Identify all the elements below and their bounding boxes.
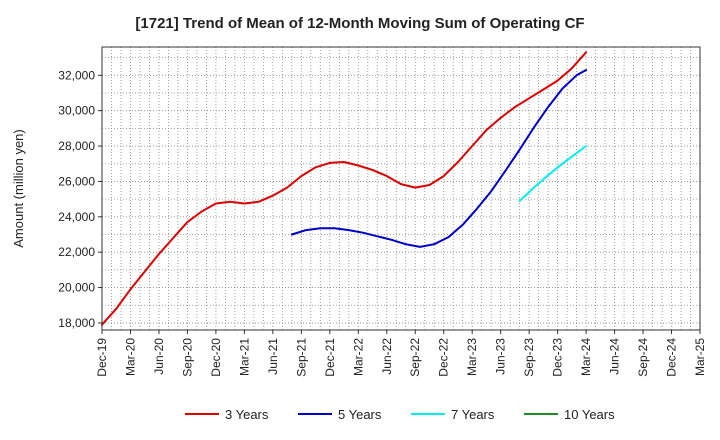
x-tick-label: Jun-24 bbox=[608, 338, 622, 375]
x-tick-label: Mar-22 bbox=[351, 338, 365, 376]
x-tick-label: Sep-21 bbox=[294, 338, 308, 377]
x-tick-label: Sep-22 bbox=[408, 338, 422, 377]
legend: 3 Years 5 Years 7 Years 10 Years bbox=[185, 407, 615, 422]
x-tick-label: Dec-22 bbox=[437, 338, 451, 377]
x-tick-label: Sep-23 bbox=[522, 338, 536, 377]
y-tick-label: 28,000 bbox=[58, 139, 95, 153]
x-tick-label: Dec-19 bbox=[95, 338, 109, 377]
x-tick-label: Dec-21 bbox=[323, 338, 337, 377]
series-line-7-years bbox=[518, 145, 588, 202]
y-tick-label: 30,000 bbox=[58, 104, 95, 118]
x-tick-label: Sep-24 bbox=[636, 338, 650, 377]
x-tick-label: Mar-25 bbox=[693, 338, 707, 376]
chart-title: [1721] Trend of Mean of 12-Month Moving … bbox=[135, 15, 584, 32]
y-tick-label: 24,000 bbox=[58, 210, 95, 224]
y-axis-label: Amount (million yen) bbox=[11, 129, 26, 248]
x-tick-label: Mar-20 bbox=[123, 338, 137, 376]
plot-frame bbox=[101, 46, 701, 331]
plot-area bbox=[102, 47, 700, 330]
y-axis-ticks: 18,000 20,000 22,000 24,000 26,000 28,000 30,0… bbox=[58, 68, 102, 330]
x-tick-label: Mar-23 bbox=[465, 338, 479, 376]
y-tick-label: 32,000 bbox=[58, 68, 95, 82]
x-tick-label: Dec-24 bbox=[665, 338, 679, 377]
y-tick-label: 22,000 bbox=[58, 245, 95, 259]
series-lines bbox=[101, 51, 588, 326]
x-tick-label: Jun-23 bbox=[494, 338, 508, 375]
y-tick-label: 20,000 bbox=[58, 281, 95, 295]
legend-label: 3 Years bbox=[225, 407, 269, 422]
series-line-5-years bbox=[290, 69, 588, 248]
legend-label: 10 Years bbox=[564, 407, 615, 422]
x-tick-label: Sep-20 bbox=[180, 338, 194, 377]
x-tick-label: Jun-22 bbox=[380, 338, 394, 375]
legend-label: 7 Years bbox=[451, 407, 495, 422]
x-tick-label: Jun-20 bbox=[152, 338, 166, 375]
x-tick-label: Mar-21 bbox=[237, 338, 251, 376]
y-tick-label: 26,000 bbox=[58, 174, 95, 188]
x-tick-label: Dec-20 bbox=[209, 338, 223, 377]
y-tick-label: 18,000 bbox=[58, 316, 95, 330]
series-line-3-years bbox=[101, 51, 588, 326]
gridlines bbox=[102, 47, 700, 330]
x-axis-ticks: Dec-19 Mar-20 Jun-20 Sep-20 Dec-20 Mar-21 Jun-… bbox=[95, 330, 707, 377]
x-tick-label: Jun-21 bbox=[266, 338, 280, 375]
x-tick-label: Dec-23 bbox=[551, 338, 565, 377]
legend-label: 5 Years bbox=[338, 407, 382, 422]
x-tick-label: Mar-24 bbox=[579, 338, 593, 376]
